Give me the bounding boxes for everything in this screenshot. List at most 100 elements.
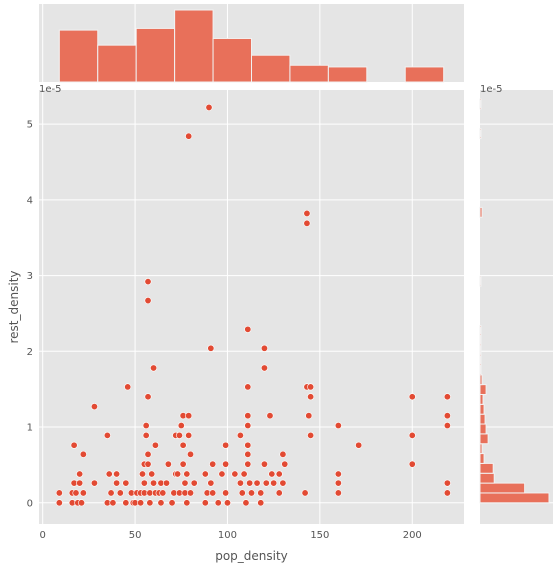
scatter-point	[142, 431, 150, 439]
scatter-point	[150, 364, 158, 372]
right-histogram-bars	[479, 98, 550, 504]
scatter-point	[190, 479, 198, 487]
scatter-point	[253, 479, 261, 487]
scatter-point	[244, 460, 252, 468]
scatter-point	[257, 499, 265, 507]
scatter-point	[242, 499, 250, 507]
scatter-point	[122, 499, 130, 507]
scatter-point	[408, 431, 416, 439]
scatter-point	[201, 499, 209, 507]
scatter-point	[355, 441, 363, 449]
scatter-point	[303, 219, 311, 227]
scatter-points	[55, 103, 451, 507]
scatter-point	[307, 383, 315, 391]
scatter-point	[218, 470, 226, 478]
scatter-point	[222, 460, 230, 468]
scatter-point	[79, 489, 87, 497]
right-histogram-bar	[479, 423, 487, 435]
right-histogram-bar	[479, 334, 482, 346]
right-histogram-bar	[479, 354, 482, 366]
y-tick-label: 5	[27, 120, 33, 131]
scatter-point	[275, 470, 283, 478]
scatter-point	[137, 499, 145, 507]
scatter-point	[214, 499, 222, 507]
right-histogram-bar	[479, 98, 482, 110]
scatter-point	[209, 489, 217, 497]
scatter-point	[262, 479, 270, 487]
scatter-point	[90, 403, 98, 411]
x-tick-label: 200	[403, 530, 422, 541]
top-histogram-bars	[58, 9, 445, 83]
top-histogram-bar	[174, 9, 214, 83]
right-histogram-bar	[479, 374, 483, 386]
scatter-point	[113, 470, 121, 478]
y-offset-label: 1e-5	[39, 84, 62, 95]
scatter-point	[207, 344, 215, 352]
scatter-point	[148, 470, 156, 478]
scatter-point	[144, 393, 152, 401]
top-histogram-bar	[289, 64, 329, 83]
scatter-point	[279, 479, 287, 487]
scatter-point	[443, 393, 451, 401]
scatter-point	[168, 499, 176, 507]
scatter-point	[144, 297, 152, 305]
y-tick-label: 0	[27, 498, 33, 509]
scatter-point	[79, 450, 87, 458]
x-tick-label: 150	[310, 530, 329, 541]
scatter-point	[109, 499, 117, 507]
scatter-point	[260, 460, 268, 468]
x-tick-label: 100	[218, 530, 237, 541]
scatter-point	[144, 278, 152, 286]
right-histogram-bar	[479, 413, 486, 425]
scatter-point	[244, 412, 252, 420]
scatter-point	[223, 499, 231, 507]
scatter-point	[244, 422, 252, 430]
scatter-point	[174, 470, 182, 478]
scatter-point	[222, 489, 230, 497]
scatter-point	[303, 209, 311, 217]
scatter-point	[142, 422, 150, 430]
scatter-point	[76, 479, 84, 487]
scatter-point	[244, 450, 252, 458]
scatter-point	[307, 431, 315, 439]
scatter-point	[209, 460, 217, 468]
scatter-point	[116, 489, 124, 497]
scatter-point	[443, 489, 451, 497]
scatter-point	[257, 489, 265, 497]
y-tick-label: 2	[27, 347, 33, 358]
right-histogram-bar	[479, 482, 526, 494]
scatter-point	[279, 450, 287, 458]
scatter-point	[124, 383, 132, 391]
scatter-point	[236, 431, 244, 439]
scatter-point	[140, 479, 148, 487]
scatter-point	[268, 470, 276, 478]
grid-lines	[39, 4, 553, 524]
scatter-point	[246, 479, 254, 487]
scatter-point	[334, 479, 342, 487]
top-histogram-bar	[58, 29, 99, 83]
scatter-point	[244, 325, 252, 333]
scatter-point	[443, 412, 451, 420]
scatter-point	[408, 460, 416, 468]
right-histogram-offset-label: 1e-5	[480, 84, 503, 95]
scatter-point	[275, 489, 283, 497]
scatter-point	[260, 364, 268, 372]
scatter-point	[90, 479, 98, 487]
scatter-point	[185, 412, 193, 420]
right-histogram-bar	[479, 384, 487, 395]
scatter-point	[201, 470, 209, 478]
scatter-point	[181, 479, 189, 487]
right-histogram-bar	[479, 128, 482, 139]
scatter-point	[281, 460, 289, 468]
scatter-point	[240, 470, 248, 478]
scatter-point	[408, 393, 416, 401]
y-tick-label: 3	[27, 271, 33, 282]
right-histogram-bar	[479, 462, 494, 474]
scatter-point	[70, 441, 78, 449]
scatter-point	[103, 431, 111, 439]
scatter-point	[150, 479, 158, 487]
scatter-point	[151, 441, 159, 449]
scatter-point	[78, 499, 86, 507]
x-tick-label: 50	[129, 530, 142, 541]
